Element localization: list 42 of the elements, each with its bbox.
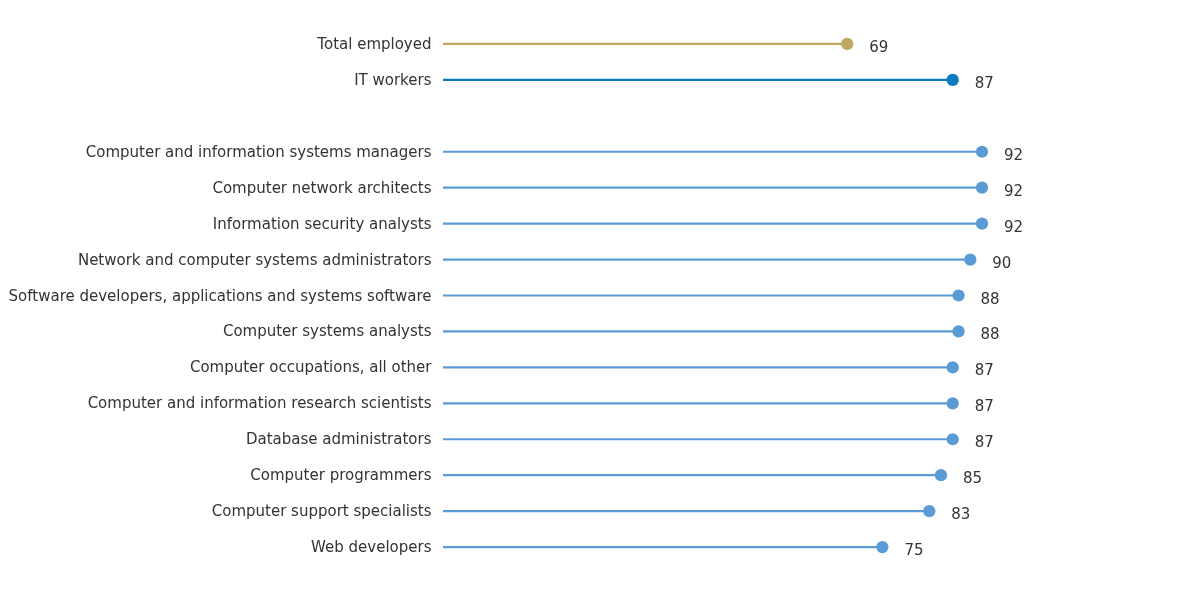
point [841,37,854,51]
data-label: 83 [951,505,971,524]
data-label: 69 [869,37,889,56]
data-label: 87 [974,433,994,452]
data-label: 92 [1004,145,1024,164]
point [975,217,989,230]
y-tick-label: Software developers, applications and systems software [8,286,432,305]
y-tick-label: Computer systems analysts [222,322,432,341]
y-tick-label: Computer occupations, all other [189,358,433,377]
y-tick-label: Total employed [316,34,432,53]
y-tick-label: Database administrators [245,430,432,449]
y-tick-label: Computer and information systems managers [85,142,432,161]
point [946,361,959,374]
y-tick-label: Information security analysts [212,214,432,233]
y-tick-label: Web developers [311,538,432,557]
data-label: 75 [904,541,924,560]
y-tick-label: Computer programmers [250,466,432,485]
point [975,181,989,194]
data-label: 90 [992,253,1012,272]
data-label: 85 [962,469,983,488]
point [923,505,936,518]
point [876,540,889,554]
y-tick-label: Computer and information research scientists [87,394,432,413]
data-label: 88 [980,289,1000,308]
point [964,253,977,266]
y-tick-label: Computer network architects [212,178,432,197]
data-label: 92 [1004,181,1024,200]
point [946,73,959,86]
point [934,469,948,482]
data-label: 87 [974,361,994,380]
data-label: 87 [974,73,994,92]
point [946,433,959,446]
data-label: 87 [974,397,994,416]
y-tick-label: Computer support specialists [211,502,432,521]
point [952,289,965,302]
data-label: 88 [980,325,1000,344]
y-tick-label: Network and computer systems administrators [77,250,432,269]
point [975,145,989,158]
y-tick-label: IT workers [354,70,432,89]
data-label: 92 [1004,217,1024,236]
point [946,397,959,410]
point [952,325,965,338]
